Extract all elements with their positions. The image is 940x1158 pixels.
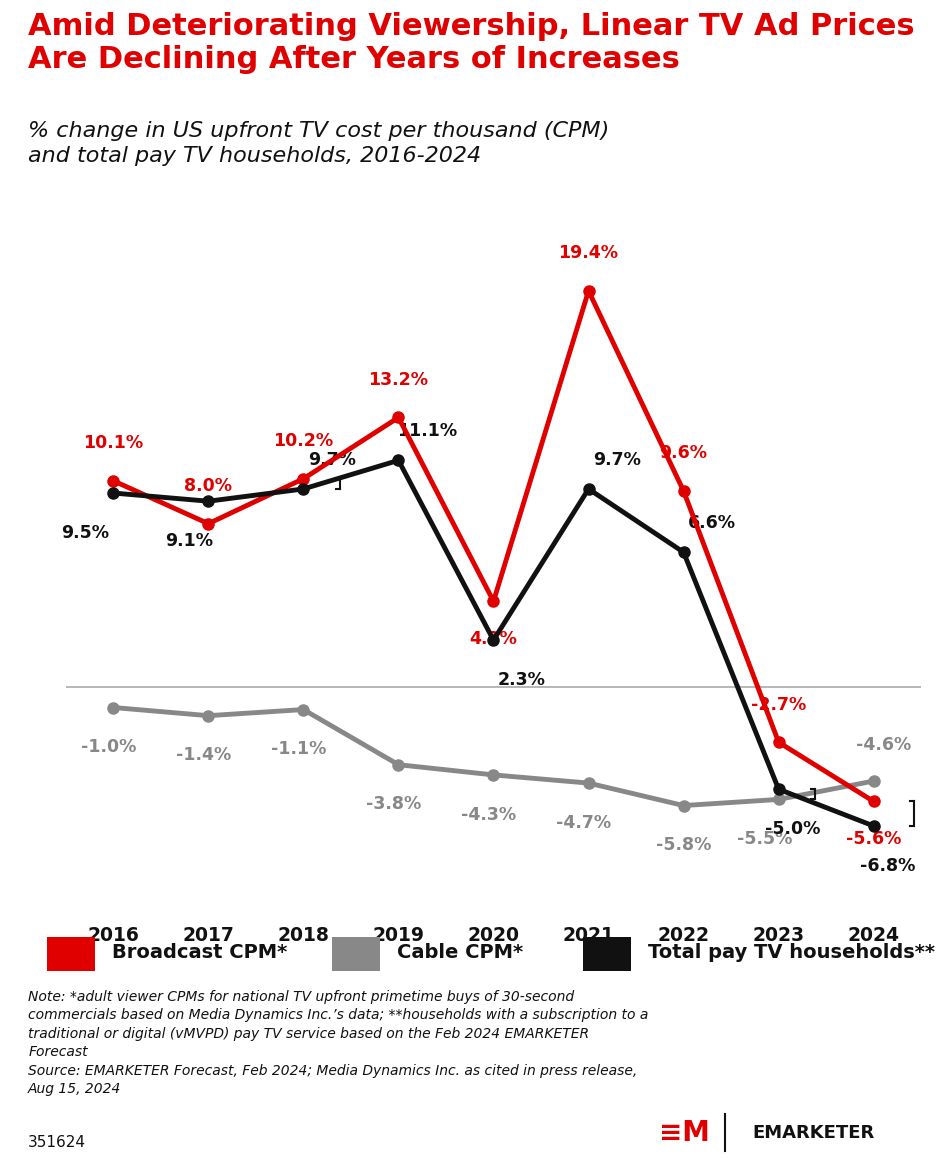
Text: 13.2%: 13.2% [368,371,429,389]
Text: 2017: 2017 [182,926,234,945]
Text: -1.1%: -1.1% [271,740,326,758]
Text: -5.5%: -5.5% [737,830,792,848]
Text: -5.6%: -5.6% [846,830,901,848]
Text: Cable CPM*: Cable CPM* [398,943,524,962]
Text: 2016: 2016 [87,926,139,945]
Text: 10.2%: 10.2% [274,432,334,450]
Text: 2022: 2022 [658,926,710,945]
Text: 9.1%: 9.1% [165,532,213,550]
Text: 10.1%: 10.1% [84,434,144,452]
Text: % change in US upfront TV cost per thousand (CPM)
and total pay TV households, 2: % change in US upfront TV cost per thous… [28,122,609,166]
Text: -3.8%: -3.8% [366,796,421,813]
Text: EMARKETER: EMARKETER [752,1123,874,1142]
Text: 2020: 2020 [467,926,520,945]
Text: 11.1%: 11.1% [397,422,457,440]
Text: 351624: 351624 [28,1136,86,1150]
Text: 9.5%: 9.5% [61,523,109,542]
Text: -5.8%: -5.8% [656,836,712,855]
Text: 2021: 2021 [563,926,615,945]
Text: -4.3%: -4.3% [462,806,516,823]
Text: 2023: 2023 [753,926,805,945]
Text: Total pay TV households**: Total pay TV households** [648,943,935,962]
Text: 2.3%: 2.3% [498,670,546,689]
Text: -6.8%: -6.8% [860,857,916,874]
Text: -4.7%: -4.7% [556,814,611,831]
FancyBboxPatch shape [333,937,380,970]
Text: -2.7%: -2.7% [751,696,807,713]
Text: Note: *adult viewer CPMs for national TV upfront primetime buys of 30-second
com: Note: *adult viewer CPMs for national TV… [28,990,649,1097]
Text: -1.0%: -1.0% [81,738,136,756]
Text: 2018: 2018 [277,926,329,945]
Text: ≡M: ≡M [659,1119,710,1146]
Text: 9.7%: 9.7% [593,450,641,469]
FancyBboxPatch shape [47,937,95,970]
Text: Amid Deteriorating Viewership, Linear TV Ad Prices
Are Declining After Years of : Amid Deteriorating Viewership, Linear TV… [28,12,915,74]
Text: -4.6%: -4.6% [855,736,911,755]
Text: -1.4%: -1.4% [176,746,231,764]
Text: -5.0%: -5.0% [765,820,821,838]
Text: 9.7%: 9.7% [308,450,356,469]
Text: 8.0%: 8.0% [184,477,232,496]
Text: 19.4%: 19.4% [558,244,619,262]
Text: 2019: 2019 [372,926,425,945]
Text: 4.2%: 4.2% [470,630,517,647]
Text: 2024: 2024 [848,926,900,945]
Text: Broadcast CPM*: Broadcast CPM* [112,943,287,962]
FancyBboxPatch shape [583,937,631,970]
Text: 6.6%: 6.6% [688,514,736,532]
Text: 9.6%: 9.6% [660,445,708,462]
